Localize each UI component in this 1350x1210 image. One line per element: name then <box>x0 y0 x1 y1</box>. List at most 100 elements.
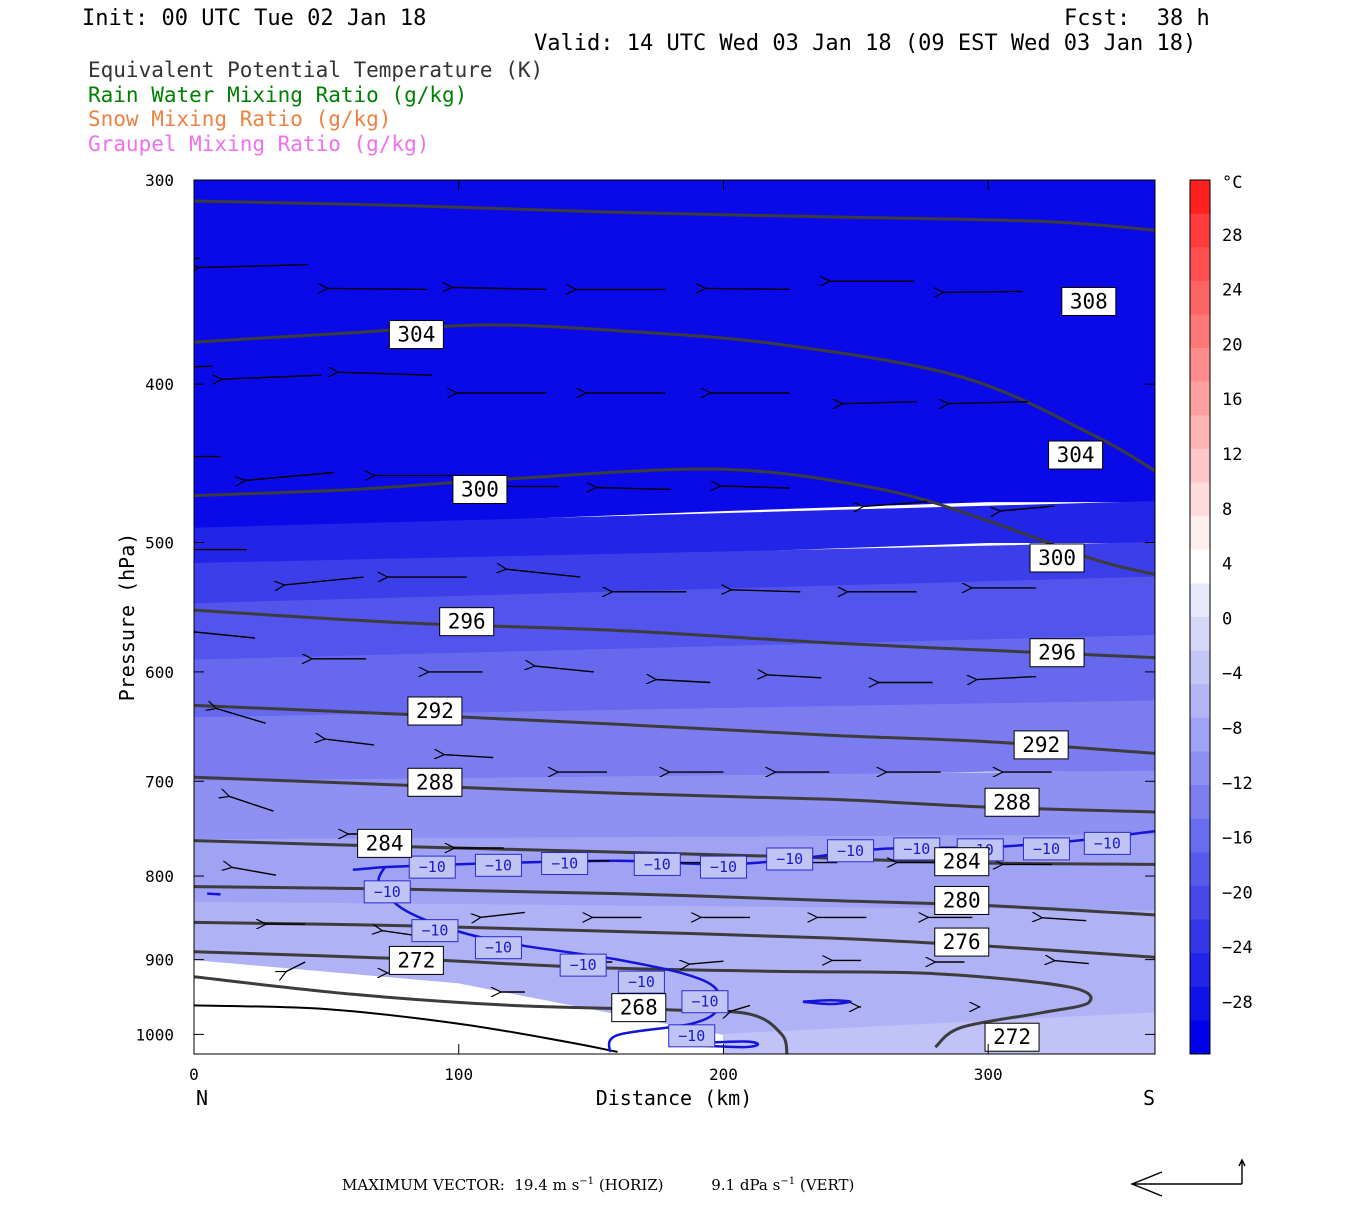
theta-e-label-text: 288 <box>993 790 1031 814</box>
colorbar-swatch <box>1190 213 1210 248</box>
theta-e-label-text: 296 <box>1038 641 1076 665</box>
temperature-label-text: −10 <box>570 956 597 974</box>
theta-e-label-284: 284 <box>357 828 413 858</box>
theta-e-label-box <box>1048 440 1104 470</box>
theta-e-label-300: 300 <box>1029 543 1085 573</box>
colorbar-label: 24 <box>1222 281 1242 301</box>
temperature-label-2: −10 <box>541 852 589 876</box>
south-label: S <box>1143 1086 1155 1110</box>
wind-vector <box>285 961 306 972</box>
vert-exponent: −1 <box>780 1176 796 1187</box>
colorbar-label: −24 <box>1222 938 1253 958</box>
colorbar-swatch <box>1190 852 1210 887</box>
theta-e-label-text: 276 <box>943 930 981 954</box>
reference-vector-vert-head <box>1238 1158 1246 1167</box>
theta-e-label-288: 288 <box>984 787 1040 817</box>
theta-e-label-304: 304 <box>388 320 444 350</box>
forecast-hour: Fcst: 38 h <box>1064 6 1210 31</box>
colorbar-label: 8 <box>1222 500 1232 520</box>
temperature-label-text: −10 <box>1094 834 1121 852</box>
temperature-label-0: −10 <box>408 855 456 879</box>
reference-vector-key <box>1130 1158 1246 1197</box>
theta-e-label-280: 280 <box>934 885 990 915</box>
horiz-exponent: −1 <box>579 1176 595 1187</box>
wind-vector <box>327 288 428 289</box>
x-tick-label: 300 <box>974 1065 1003 1084</box>
wind-vector <box>1054 961 1089 964</box>
temperature-label-box <box>766 847 814 871</box>
theta-e-label-272: 272 <box>388 945 444 975</box>
theta-e-contour-304 <box>194 323 1155 473</box>
y-tick-label: 700 <box>145 772 174 791</box>
temperature-label-11: −10 <box>363 880 411 904</box>
init-time: Init: 00 UTC Tue 02 Jan 18 <box>82 6 427 31</box>
colorbar-swatch <box>1190 785 1210 820</box>
temperature-label-box <box>1083 831 1131 855</box>
colorbar-swatch <box>1190 885 1210 921</box>
temperature-label-9: −10 <box>1022 837 1070 861</box>
reference-vector-horiz-head <box>1130 1171 1163 1197</box>
temperature-label-box <box>559 953 607 977</box>
temperature-band-1 <box>194 501 1155 565</box>
wind-vector <box>999 505 1055 511</box>
theta-e-label-text: 304 <box>1057 443 1095 467</box>
colorbar-unit: °C <box>1222 173 1242 193</box>
horiz-tag: (HORIZ) <box>598 1176 664 1194</box>
temperature-contour-0 <box>207 892 221 896</box>
wind-vector <box>324 739 375 746</box>
wind-vector <box>443 755 494 758</box>
colorbar-swatch <box>1190 180 1210 215</box>
plot-frame <box>193 179 1156 1055</box>
colorbar-swatch <box>1190 919 1210 954</box>
colorbar-swatch <box>1190 381 1210 416</box>
temperature-label-box <box>668 1024 716 1048</box>
wind-vector <box>198 265 308 268</box>
horiz-unit: m s <box>552 1176 580 1194</box>
theta-e-label-text: 300 <box>1038 546 1076 570</box>
wind-vector <box>216 708 266 724</box>
temperature-label-text: −10 <box>628 973 655 991</box>
theta-e-label-box <box>1013 730 1069 760</box>
max-vector-label: MAXIMUM VECTOR: <box>342 1176 505 1194</box>
theta-e-label-box <box>1029 543 1085 573</box>
temperature-label-box <box>541 852 589 876</box>
theta-e-label-text: 272 <box>993 1025 1031 1049</box>
temperature-label-3: −10 <box>633 852 681 876</box>
wind-vector <box>283 576 364 585</box>
temperature-label-box <box>681 990 729 1014</box>
wind-vector <box>228 796 274 812</box>
theta-e-label-box <box>984 787 1040 817</box>
colorbar-frame <box>1189 179 1211 1055</box>
temperature-label-text: −10 <box>710 858 737 876</box>
temperature-label-4: −10 <box>699 855 747 879</box>
temperature-label-12: −10 <box>411 919 459 943</box>
temperature-label-14: −10 <box>559 953 607 977</box>
wind-vector <box>655 680 711 683</box>
theta-e-label-box <box>357 828 413 858</box>
temperature-label-box <box>633 852 681 876</box>
x-tick-label: 200 <box>709 1065 738 1084</box>
wind-vector <box>480 911 525 917</box>
temperature-label-10: −10 <box>1083 831 1131 855</box>
temperature-contour-4 <box>702 1040 760 1049</box>
temperature-label-16: −10 <box>681 990 729 1014</box>
theta-e-label-text: 268 <box>620 996 658 1020</box>
theta-e-label-text: 272 <box>397 948 435 972</box>
temperature-label-15: −10 <box>617 970 665 994</box>
y-tick-label: 800 <box>145 867 174 886</box>
theta-e-label-box <box>439 607 495 637</box>
wind-vector <box>596 488 671 490</box>
theta-e-label-text: 284 <box>366 831 404 855</box>
colorbar-label: −4 <box>1222 664 1242 684</box>
temperature-label-text: −10 <box>485 856 512 874</box>
colorbar-swatch <box>1190 617 1210 652</box>
theta-e-contour-300 <box>194 467 1155 576</box>
vert-unit: dPa s <box>739 1176 781 1194</box>
temperature-label-box <box>1022 837 1070 861</box>
theta-e-label-text: 284 <box>943 850 981 874</box>
y-tick-label: 400 <box>145 375 174 394</box>
legend-theta-e: Equivalent Potential Temperature (K) <box>88 58 544 82</box>
colorbar-swatch <box>1190 482 1210 517</box>
wind-vector <box>689 961 724 964</box>
colorbar-swatch <box>1190 583 1210 618</box>
